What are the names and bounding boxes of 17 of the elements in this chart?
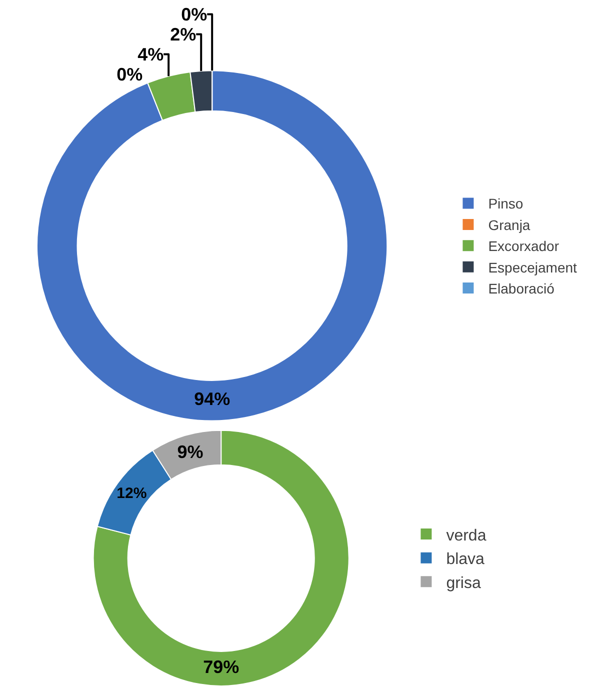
legend-label: verda	[446, 527, 486, 544]
legend-label: Granja	[488, 216, 530, 233]
text: 0%	[181, 4, 208, 24]
legend-label: Excorxador	[488, 238, 560, 254]
legend-label: grisa	[446, 574, 481, 592]
data-label: 12%	[116, 485, 147, 502]
data-label: 2%	[170, 24, 196, 44]
data-label: 4%	[138, 44, 164, 64]
data-label: 94%	[194, 388, 230, 409]
data-label: 9%	[177, 442, 204, 462]
legend-label: blava	[446, 551, 485, 568]
legend-label: Pinso	[488, 196, 524, 212]
legend-label: Especejament	[488, 259, 578, 276]
text: 0%	[116, 64, 143, 84]
data-label: 79%	[203, 657, 240, 678]
donut-slice	[92, 430, 350, 686]
legend-label: Elaboració	[488, 280, 555, 297]
